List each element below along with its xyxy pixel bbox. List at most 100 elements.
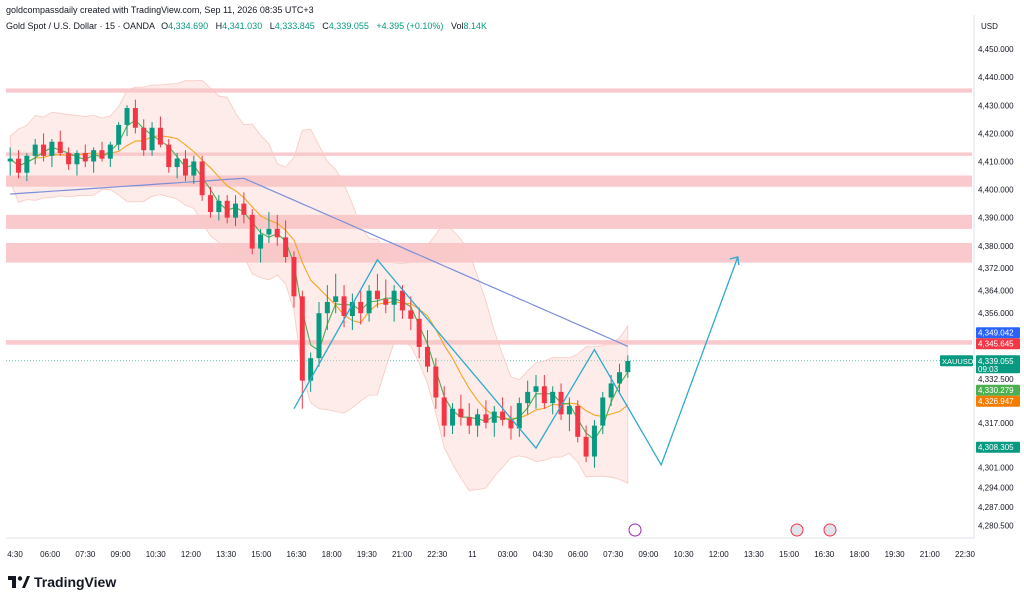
candle-body: [299, 296, 305, 381]
price-tick-label: 4,294.000: [978, 483, 1014, 492]
tradingview-brand[interactable]: TradingView: [8, 574, 116, 590]
price-marker-badge: [976, 355, 1020, 374]
candle-body: [616, 372, 622, 384]
price-tick-label: 4,301.000: [978, 464, 1014, 473]
candle-body: [157, 127, 163, 145]
candle-body: [166, 144, 172, 168]
candle-body: [233, 203, 239, 218]
symbol-name[interactable]: Gold Spot / U.S. Dollar · 15 · OANDA: [6, 21, 155, 31]
candle-body: [591, 425, 597, 457]
time-tick-label: 18:00: [322, 550, 343, 559]
bollinger-band: [9, 79, 629, 492]
candle-body: [583, 436, 589, 457]
symbol-legend[interactable]: Gold Spot / U.S. Dollar · 15 · OANDA O4,…: [6, 21, 492, 31]
time-tick-label: 03:00: [498, 550, 519, 559]
candle-body: [283, 237, 289, 257]
projection-path: [293, 256, 739, 467]
candle-body: [99, 150, 105, 159]
projection-arrow-icon: [729, 256, 740, 266]
chart-caption: goldcompassdaily created with TradingVie…: [6, 5, 314, 15]
price-tick-label: 4,372.000: [978, 264, 1014, 273]
candle-body: [32, 144, 38, 156]
candle-body: [366, 290, 372, 314]
candle-body: [458, 408, 464, 418]
time-tick-label: 15:00: [251, 550, 272, 559]
price-tick-label: 4,380.000: [978, 242, 1014, 251]
time-tick-label: 10:30: [674, 550, 695, 559]
candle-body: [399, 290, 405, 311]
candle-body: [508, 419, 514, 429]
time-tick-label: 06:00: [40, 550, 61, 559]
price-tick-label: 4,420.000: [978, 129, 1014, 138]
time-tick-label: 12:00: [181, 550, 202, 559]
symbol-tag: [940, 355, 973, 367]
low-value: 4,333.845: [274, 21, 315, 31]
candle-body: [199, 161, 205, 196]
candle-body: [324, 301, 330, 314]
time-tick-label: 10:30: [146, 550, 167, 559]
time-tick-label: 21:00: [392, 550, 413, 559]
close-label: C: [322, 21, 329, 31]
volume-label: Vol: [450, 21, 464, 31]
candle-body: [533, 386, 539, 392]
price-marker-text: 4,332.500: [978, 375, 1014, 384]
resistance-zone: [6, 242, 972, 263]
candle-body: [249, 214, 255, 249]
candle-body: [74, 153, 80, 165]
candle-body: [341, 296, 347, 317]
candle-body: [91, 150, 97, 162]
lightning-event-icon[interactable]: [628, 523, 642, 537]
time-tick-label: 19:30: [357, 550, 378, 559]
candle-body: [216, 200, 222, 213]
candle-body: [308, 358, 314, 381]
price-tick-label: 4,440.000: [978, 73, 1014, 82]
candle-body: [550, 391, 556, 404]
price-marker-text: 4,330.279: [978, 386, 1014, 395]
price-marker-text: 4,339.055: [978, 357, 1014, 366]
candle-body: [41, 144, 47, 156]
price-tick-label: 4,450.000: [978, 45, 1014, 54]
price-marker-countdown: 09:03: [978, 365, 999, 374]
candle-body: [491, 411, 497, 423]
time-tick-label: 15:00: [779, 550, 800, 559]
candle-body: [7, 158, 13, 162]
us-flag-event-icon[interactable]: [790, 523, 804, 537]
price-marker-badge: [976, 441, 1020, 453]
low-label: L: [269, 21, 275, 31]
candle-body: [600, 397, 606, 426]
close-value: 4,339.055: [328, 21, 369, 31]
price-tick-label: 4,400.000: [978, 186, 1014, 195]
time-tick-label: 21:00: [920, 550, 941, 559]
price-marker-badge: [976, 373, 1020, 385]
candle-body: [625, 360, 631, 373]
price-marker-badge: [976, 338, 1020, 350]
candle-body: [441, 397, 447, 426]
resistance-zone: [6, 88, 972, 93]
candle-body: [274, 228, 280, 238]
candle-body: [349, 301, 355, 317]
candle-body: [107, 144, 113, 159]
candle-body: [575, 405, 581, 437]
candle-body: [558, 391, 564, 415]
time-tick-label: 18:00: [849, 550, 870, 559]
candle-body: [541, 386, 547, 404]
price-marker-badge: [976, 395, 1020, 407]
candle-body: [316, 313, 322, 359]
price-tick-label: 4,430.000: [978, 101, 1014, 110]
price-tick-label: 4,356.000: [978, 309, 1014, 318]
price-tick-label: 4,364.000: [978, 287, 1014, 296]
candle-body: [49, 141, 55, 156]
price-marker-badge: [976, 327, 1020, 339]
candle-body: [416, 318, 422, 347]
price-tick-label: 4,317.000: [978, 419, 1014, 428]
candle-body: [516, 403, 522, 429]
currency-label: USD: [981, 22, 998, 31]
candle-body: [24, 155, 30, 173]
candle-body: [191, 161, 197, 176]
time-tick-label: 22:30: [955, 550, 976, 559]
us-flag-event-icon[interactable]: [823, 523, 837, 537]
price-marker-text: 4,308.305: [978, 443, 1014, 452]
candle-body: [566, 405, 572, 415]
candle-body: [383, 299, 389, 305]
